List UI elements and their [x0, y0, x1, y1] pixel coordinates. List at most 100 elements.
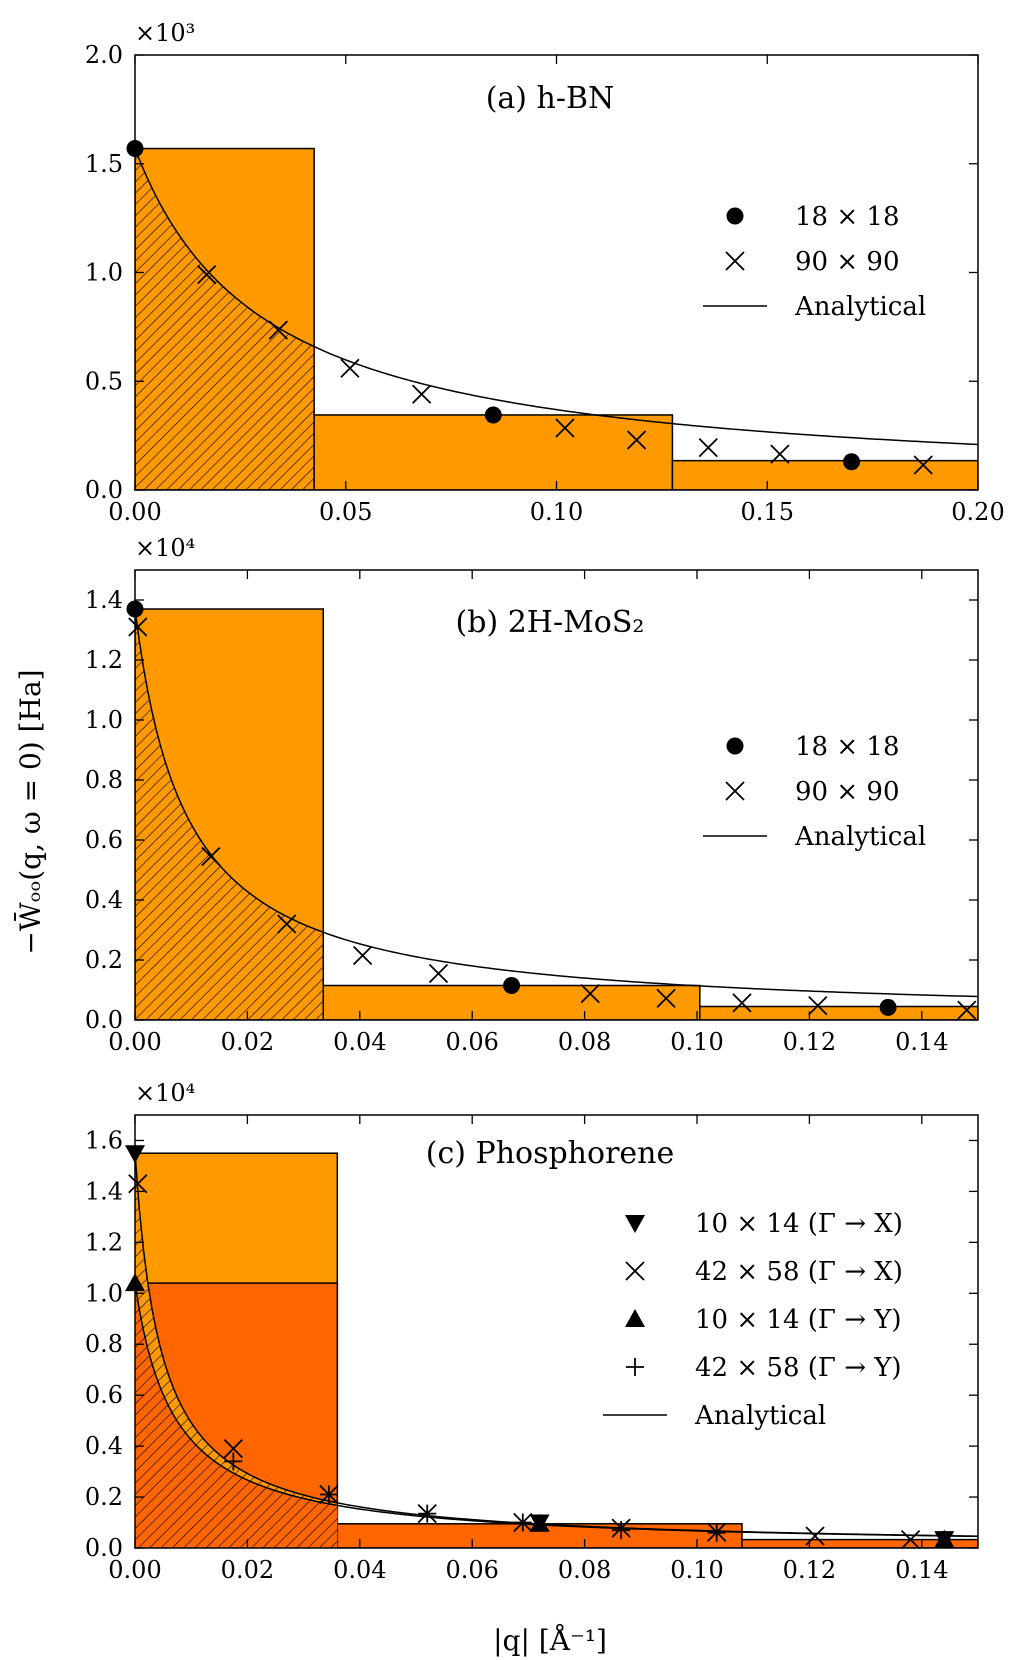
- plot-frame: [134, 1114, 979, 1549]
- hatched-region: [135, 148, 315, 490]
- chart-panel-1: 0.00 0.02 0.04 0.06 0.08 0.10 0.12 0.14 0.0 0.2 0.…: [85, 534, 979, 1056]
- y-tick-label: 1.6: [85, 1126, 123, 1154]
- plot-area: [135, 1152, 978, 1548]
- x-tick-label: 0.00: [108, 1556, 161, 1584]
- x-tick-label: 0.00: [108, 1028, 161, 1056]
- data-point: [319, 1485, 338, 1504]
- legend-label: 10 × 14 (Γ → X): [695, 1209, 903, 1239]
- data-point: [934, 1529, 955, 1548]
- data-point: [513, 1513, 532, 1532]
- y-tick-label: 0.8: [85, 1330, 123, 1358]
- data-point: [732, 993, 752, 1013]
- y-tick-label: 1.0: [85, 706, 123, 734]
- data-point: [707, 1523, 726, 1542]
- data-point: [656, 988, 676, 1009]
- x-tick-label: 0.14: [895, 1028, 948, 1056]
- data-point: [340, 358, 360, 378]
- y-tick-label: 1.2: [85, 1228, 123, 1256]
- legend-label: 18 × 18: [795, 202, 899, 232]
- x-tick-label: 0.06: [445, 1556, 498, 1584]
- x-tick-label: 0.06: [445, 1028, 498, 1056]
- y-tick-label: 0.2: [85, 1483, 123, 1511]
- y-tick-label: 1.0: [85, 259, 123, 287]
- x-tick-label: 0.08: [558, 1028, 611, 1056]
- y-tick-label: 0.6: [85, 826, 123, 854]
- data-point: [352, 945, 373, 966]
- y-tick-label: 0.4: [85, 1432, 123, 1460]
- legend-marker: [726, 207, 744, 225]
- x-tick-label: 0.00: [108, 498, 161, 526]
- data-point: [277, 914, 297, 934]
- y-tick-label: 0.6: [85, 1381, 123, 1409]
- x-axis-label: |q| [Å⁻¹]: [493, 1624, 607, 1657]
- x-tick-label: 0.02: [221, 1556, 274, 1584]
- legend-label: 90 × 90: [795, 247, 899, 277]
- chart-panel-0: 0.00 0.05 0.10 0.15 0.20 0.0 0.5 1.0 1.5 2.0 ×10³ (…: [85, 19, 1005, 526]
- panel-title: (c) Phosphorene: [426, 1136, 674, 1171]
- data-point: [224, 1452, 243, 1471]
- y-tick-label: 0.0: [85, 1006, 123, 1034]
- y-tick-label: 1.4: [85, 1177, 123, 1205]
- y-multiplier: ×10³: [135, 19, 195, 47]
- y-tick-label: 1.4: [85, 586, 123, 614]
- x-tick-label: 0.20: [951, 498, 1004, 526]
- data-point: [418, 1504, 437, 1523]
- x-tick-label: 0.05: [319, 498, 372, 526]
- x-tick-label: 0.04: [333, 1556, 386, 1584]
- legend-marker: [725, 251, 745, 271]
- data-point: [197, 265, 217, 285]
- data-point: [484, 406, 502, 424]
- data-point: [900, 1529, 921, 1550]
- x-tick-label: 0.02: [221, 1028, 274, 1056]
- data-point: [957, 1000, 977, 1020]
- legend-label: Analytical: [794, 822, 926, 852]
- y-multiplier: ×10⁴: [135, 1079, 195, 1107]
- chart-panel-2: 0.00 0.02 0.04 0.06 0.08 0.10 0.12 0.14 0.0 0.2 0.…: [85, 1079, 979, 1584]
- bar: [671, 459, 978, 490]
- y-tick-label: 0.0: [85, 476, 123, 504]
- data-point: [529, 1513, 550, 1532]
- hatched-region: [135, 1283, 338, 1548]
- data-point: [580, 983, 600, 1004]
- y-tick-label: 1.5: [85, 150, 123, 178]
- data-point: [843, 453, 861, 471]
- y-tick-label: 0.2: [85, 946, 123, 974]
- analytical-curve: [135, 1282, 978, 1538]
- data-point: [201, 846, 221, 867]
- y-tick-label: 0.4: [85, 886, 123, 914]
- legend-marker: [725, 781, 745, 801]
- analytical-curve: [135, 608, 978, 998]
- legend-marker: [625, 1215, 645, 1233]
- data-point: [503, 977, 521, 994]
- x-tick-label: 0.10: [670, 1028, 723, 1056]
- legend-label: 90 × 90: [795, 777, 899, 807]
- data-point: [913, 455, 933, 475]
- legend-label: 18 × 18: [795, 732, 899, 762]
- y-tick-label: 0.5: [85, 367, 123, 395]
- data-point: [223, 1439, 243, 1459]
- bar: [741, 1538, 978, 1548]
- data-point: [808, 995, 828, 1016]
- data-point: [612, 1521, 631, 1540]
- data-point: [128, 1174, 148, 1194]
- legend-label: 42 × 58 (Γ → Y): [695, 1353, 902, 1383]
- y-tick-label: 0.8: [85, 766, 123, 794]
- data-point: [770, 444, 790, 464]
- legend-marker: [625, 1309, 645, 1327]
- x-tick-label: 0.15: [741, 498, 794, 526]
- legend-marker: [625, 1261, 645, 1281]
- hatched-region: [135, 609, 324, 1020]
- x-tick-label: 0.08: [558, 1556, 611, 1584]
- plot-area: [135, 147, 978, 490]
- legend-label: 10 × 14 (Γ → Y): [695, 1305, 902, 1335]
- bar: [699, 1005, 978, 1020]
- y-tick-label: 0.0: [85, 1534, 123, 1562]
- plot-frame: [134, 569, 979, 1021]
- data-point: [428, 963, 449, 984]
- data-point: [128, 617, 148, 637]
- legend-label: Analytical: [694, 1401, 826, 1431]
- y-tick-label: 2.0: [85, 41, 123, 69]
- data-point: [268, 320, 288, 340]
- data-point: [698, 437, 718, 458]
